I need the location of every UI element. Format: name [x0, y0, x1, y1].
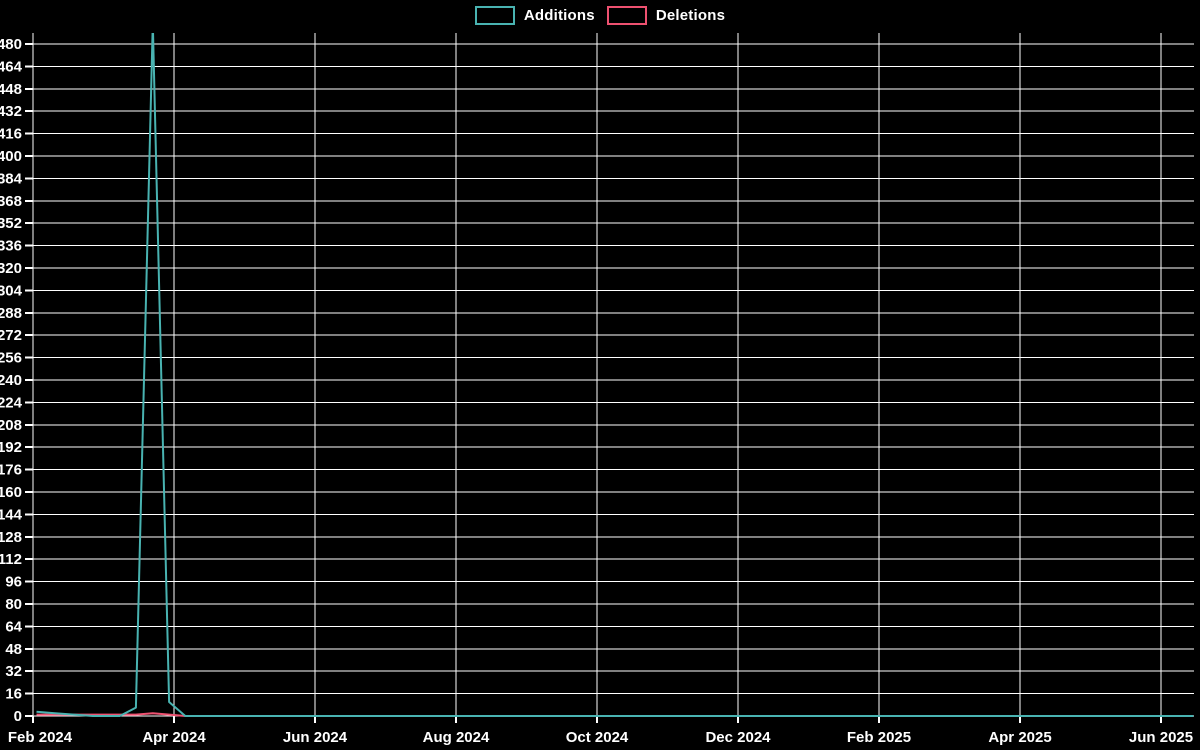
deletions-swatch-icon: [606, 6, 647, 25]
y-tick-label: 400: [0, 148, 22, 165]
y-tick-label: 432: [0, 103, 22, 120]
y-tick-label: 176: [0, 462, 22, 479]
legend-item-additions[interactable]: Additions: [474, 6, 595, 25]
y-tick-label: 112: [0, 551, 22, 568]
y-tick-label: 336: [0, 238, 22, 255]
chart-legend: Additions Deletions: [0, 6, 1200, 25]
y-tick-label: 304: [0, 282, 23, 299]
legend-label-deletions: Deletions: [655, 7, 726, 24]
x-tick-label: Dec 2024: [705, 729, 771, 746]
y-tick-label: 448: [0, 81, 22, 98]
y-tick-label: 352: [0, 215, 22, 232]
y-tick-label: 80: [5, 596, 22, 613]
x-tick-label: Jun 2025: [1129, 729, 1193, 746]
x-tick-label: Oct 2024: [566, 729, 629, 746]
x-tick-label: Apr 2024: [142, 729, 206, 746]
y-tick-label: 384: [0, 170, 23, 187]
y-tick-label: 160: [0, 484, 22, 501]
x-tick-label: Aug 2024: [423, 729, 490, 746]
y-tick-label: 192: [0, 439, 22, 456]
y-tick-label: 0: [14, 708, 22, 725]
additions-line: [36, 33, 1194, 717]
y-tick-label: 144: [0, 506, 23, 523]
y-tick-label: 416: [0, 126, 22, 143]
x-tick-label: Apr 2025: [988, 729, 1051, 746]
legend-item-deletions[interactable]: Deletions: [606, 6, 726, 25]
x-tick-label: Feb 2024: [8, 729, 73, 746]
y-tick-label: 96: [5, 574, 22, 591]
additions-swatch-icon: [474, 6, 515, 25]
y-tick-label: 64: [5, 618, 22, 635]
y-tick-label: 480: [0, 36, 22, 53]
y-tick-label: 240: [0, 372, 22, 389]
y-tick-label: 368: [0, 193, 22, 210]
legend-label-additions: Additions: [523, 7, 595, 24]
y-tick-label: 320: [0, 260, 22, 277]
y-tick-label: 32: [5, 663, 22, 680]
x-tick-label: Jun 2024: [283, 729, 348, 746]
y-tick-label: 464: [0, 58, 23, 75]
y-tick-label: 208: [0, 417, 22, 434]
y-tick-label: 272: [0, 327, 22, 344]
x-tick-label: Feb 2025: [847, 729, 911, 746]
y-tick-label: 256: [0, 350, 22, 367]
y-tick-label: 128: [0, 529, 22, 546]
y-tick-label: 224: [0, 394, 23, 411]
y-tick-label: 288: [0, 305, 22, 322]
y-tick-label: 16: [5, 686, 22, 703]
y-tick-label: 48: [5, 641, 22, 658]
